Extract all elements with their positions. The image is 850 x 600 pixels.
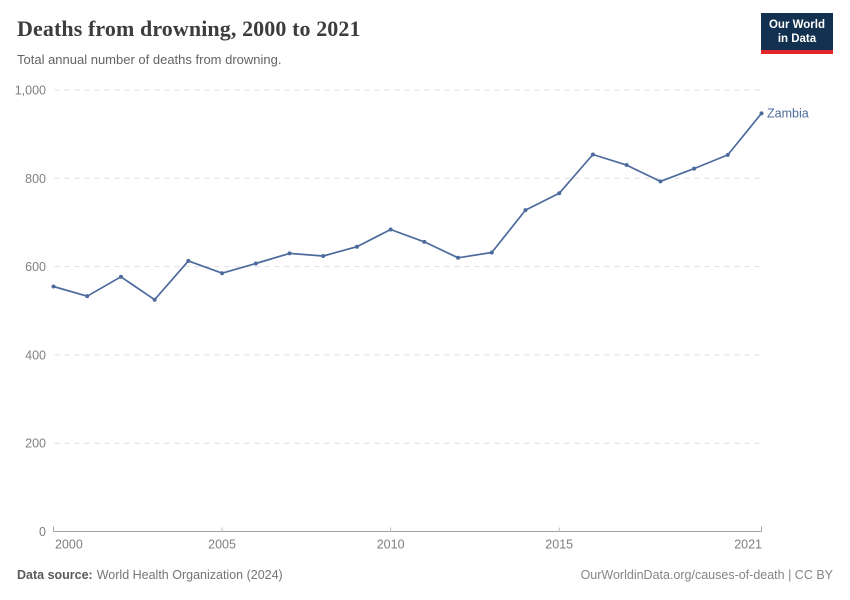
x-axis-tick-label: 2010 [377, 538, 405, 552]
y-axis-tick-label: 200 [25, 437, 46, 451]
data-point-marker[interactable] [590, 152, 595, 157]
data-point-marker[interactable] [624, 163, 629, 168]
data-point-marker[interactable] [725, 152, 730, 157]
owid-logo-line2: in Data [777, 33, 817, 46]
data-point-marker[interactable] [253, 261, 258, 266]
owid-logo-line1: Our World [768, 19, 825, 31]
y-axis-tick-label: 600 [25, 260, 46, 274]
data-point-marker[interactable] [85, 294, 90, 299]
y-axis-tick-label: 400 [25, 348, 46, 362]
zambia-line[interactable] [52, 112, 763, 301]
data-point-marker[interactable] [557, 191, 562, 196]
data-point-marker[interactable] [354, 244, 359, 249]
y-axis-tick-label: 0 [39, 525, 46, 539]
x-axis-tick-label: 2021 [734, 538, 762, 552]
x-axis-tick-label: 2005 [208, 538, 236, 552]
data-source: Data source: World Health Organization (2… [17, 568, 283, 582]
data-point-marker[interactable] [321, 254, 326, 259]
data-point-marker[interactable] [658, 179, 663, 184]
data-point-marker[interactable] [489, 250, 494, 255]
owid-logo[interactable]: Our World in Data [760, 13, 833, 54]
data-point-marker[interactable] [287, 251, 292, 256]
data-source-label: Data source: [17, 568, 93, 582]
data-point-marker[interactable] [388, 227, 393, 232]
data-point-marker[interactable] [51, 284, 56, 289]
series-label-zambia[interactable]: Zambia [767, 106, 809, 120]
data-point-marker[interactable] [118, 274, 123, 279]
data-point-marker[interactable] [186, 258, 191, 263]
x-axis-tick-label: 2000 [55, 538, 83, 552]
data-point-marker[interactable] [759, 111, 764, 116]
data-point-marker[interactable] [692, 166, 697, 171]
data-point-marker[interactable] [152, 297, 157, 302]
data-point-marker[interactable] [422, 239, 427, 244]
chart-footer: Data source: World Health Organization (2… [17, 568, 833, 582]
chart-subtitle: Total annual number of deaths from drown… [17, 52, 282, 67]
data-point-marker[interactable] [220, 271, 225, 276]
x-axis-tick-label: 2015 [545, 538, 573, 552]
data-point-marker[interactable] [456, 255, 461, 260]
y-axis-tick-label: 1,000 [15, 84, 46, 98]
y-axis-tick-label: 800 [25, 172, 46, 186]
page-title: Deaths from drowning, 2000 to 2021 [17, 16, 361, 41]
data-point-marker[interactable] [523, 208, 528, 213]
data-source-value: World Health Organization (2024) [96, 568, 283, 582]
footer-link[interactable]: OurWorldinData.org/causes-of-death | CC … [580, 568, 833, 582]
